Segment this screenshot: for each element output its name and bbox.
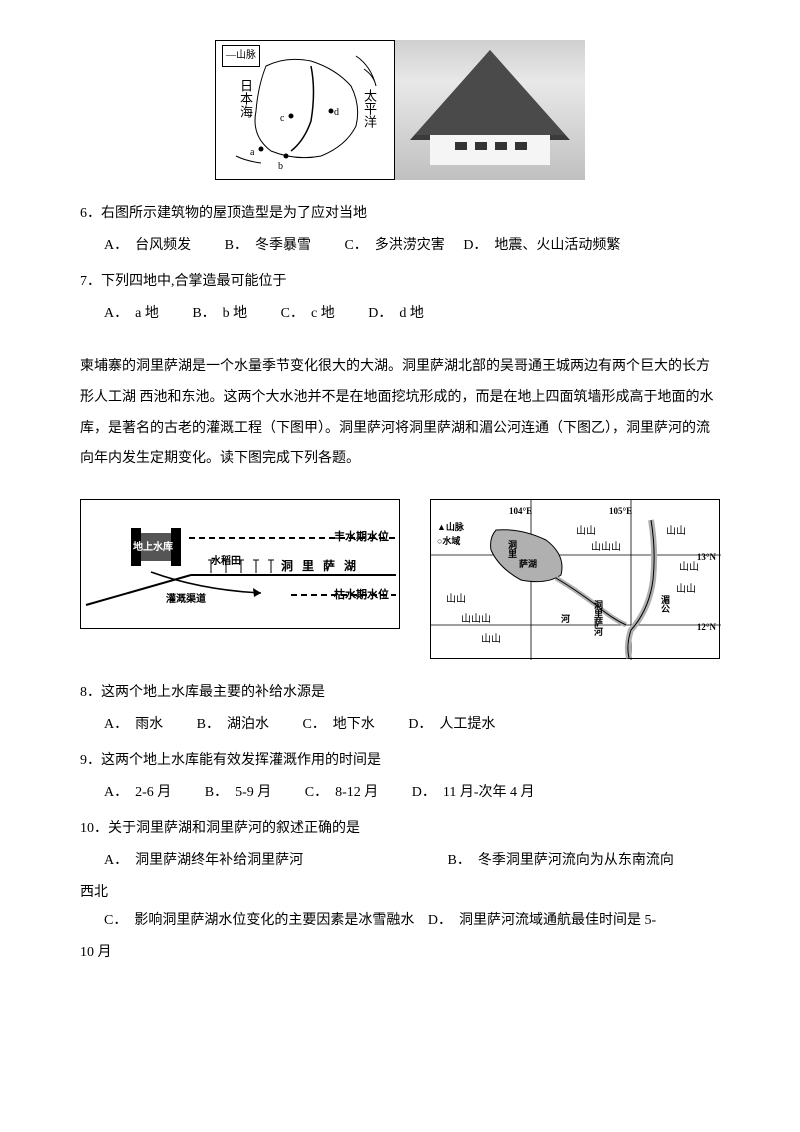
q6-opt-c: C． 多洪涝灾害 (344, 232, 444, 260)
lat-12: 12°N (697, 618, 716, 636)
lat-13: 13°N (697, 548, 716, 566)
q9-opt-b: B． 5-9 月 (205, 779, 272, 807)
label-channel: 灌溉渠道 (166, 590, 206, 610)
passage-text: 柬埔寨的洞里萨湖是一个水量季节变化很大的大湖。洞里萨湖北部的吴哥通王城两边有两个… (80, 352, 720, 475)
label-reservoir: 地上水库 (133, 538, 173, 558)
mtn-3: ⼭⼭ (666, 522, 686, 542)
mtn-4: ⼭⼭ (679, 558, 699, 578)
window-1 (455, 142, 467, 150)
q6-opt-a: A． 台风频发 (104, 232, 191, 260)
q6-opt-d: D． 地震、火山活动频繁 (463, 232, 620, 260)
q10-text: 10．关于洞里萨湖和洞里萨河的叙述正确的是 (80, 815, 720, 843)
question-7: 7．下列四地中,合掌造最可能位于 A． a 地 B． b 地 C． c 地 D．… (80, 268, 720, 328)
q9-text: 9．这两个地上水库能有效发挥灌溉作用的时间是 (80, 747, 720, 775)
sea-left-label: 日本海 (232, 79, 258, 118)
question-10: 10．关于洞里萨湖和洞里萨河的叙述正确的是 A． 洞里萨湖终年补给洞里萨河 B．… (80, 815, 720, 967)
point-b: b (278, 157, 283, 177)
q7-text: 7．下列四地中,合掌造最可能位于 (80, 268, 720, 296)
q6-opt-b: B． 冬季暴雪 (225, 232, 311, 260)
q8-text: 8．这两个地上水库最主要的补给水源是 (80, 679, 720, 707)
mtn-2: ⼭⼭⼭ (591, 538, 621, 558)
roof-texture (415, 50, 565, 135)
question-8: 8．这两个地上水库最主要的补给水源是 A． 雨水 B． 湖泊水 C． 地下水 D… (80, 679, 720, 739)
diagram-reservoir: 地上水库 丰水期水位 枯水期水位 水稻田 洞 里 萨 湖 灌溉渠道 (80, 499, 400, 629)
diagrams-row: 地上水库 丰水期水位 枯水期水位 水稻田 洞 里 萨 湖 灌溉渠道 104°E … (80, 499, 720, 659)
legend-water: ○水域 (437, 532, 460, 550)
q10-d-continue: 10 月 (80, 939, 720, 967)
q10-opt-c: C． 影响洞里萨湖水位变化的主要因素是冰雪融水 (104, 907, 414, 935)
mtn-6: ⼭⼭ (446, 590, 466, 610)
mtn-7: ⼭⼭⼭ (461, 610, 491, 630)
diagram-map: 104°E 105°E 13°N 12°N ▲山脉 ○水域 ⼭⼭ ⼭⼭⼭ ⼭⼭ … (430, 499, 720, 659)
point-d: d (334, 103, 339, 123)
lon-105: 105°E (609, 502, 632, 520)
q10-b-continue: 西北 (80, 879, 720, 907)
point-a: a (250, 143, 254, 163)
q9-opt-d: D． 11 月-次年 4 月 (412, 779, 535, 807)
q7-opt-a: A． a 地 (104, 300, 159, 328)
japan-map: —山脉 日本海 太平洋 a b c d (215, 40, 395, 180)
point-c: c (280, 109, 284, 129)
q6-options: A． 台风频发 B． 冬季暴雪 C． 多洪涝灾害 D． 地震、火山活动频繁 (80, 232, 720, 260)
label-field: 水稻田 (211, 552, 241, 572)
figure-row: —山脉 日本海 太平洋 a b c d (80, 40, 720, 180)
q10-line-ab: A． 洞里萨湖终年补给洞里萨河 B． 冬季洞里萨河流向为从东南流向 (80, 847, 720, 875)
q10-opt-b: B． 冬季洞里萨河流向为从东南流向 (448, 847, 674, 875)
q6-text: 6．右图所示建筑物的屋顶造型是为了应对当地 (80, 200, 720, 228)
q8-opt-c: C． 地下水 (302, 711, 374, 739)
question-6: 6．右图所示建筑物的屋顶造型是为了应对当地 A． 台风频发 B． 冬季暴雪 C．… (80, 200, 720, 260)
q7-opt-c: C． c 地 (281, 300, 335, 328)
mekong-label: 湄公 (656, 595, 674, 613)
lake-label2: 萨湖 (519, 555, 537, 573)
label-low-water: 枯水期水位 (334, 584, 389, 606)
lon-104: 104°E (509, 502, 532, 520)
river-text: 河 (561, 610, 570, 628)
q9-opt-a: A． 2-6 月 (104, 779, 171, 807)
house-base (430, 130, 550, 165)
q9-opt-c: C． 8-12 月 (305, 779, 379, 807)
q9-options: A． 2-6 月 B． 5-9 月 C． 8-12 月 D． 11 月-次年 4… (80, 779, 720, 807)
window-3 (495, 142, 507, 150)
window-2 (475, 142, 487, 150)
house-photo (395, 40, 585, 180)
label-high-water: 丰水期水位 (334, 526, 389, 548)
mtn-8: ⼭⼭ (481, 630, 501, 650)
q8-options: A． 雨水 B． 湖泊水 C． 地下水 D． 人工提水 (80, 711, 720, 739)
river-label: 洞里萨河 (589, 600, 607, 636)
q8-opt-b: B． 湖泊水 (197, 711, 269, 739)
window-4 (515, 142, 527, 150)
q10-opt-d: D． 洞里萨河流域通航最佳时间是 5- (428, 907, 656, 935)
q7-options: A． a 地 B． b 地 C． c 地 D． d 地 (80, 300, 720, 328)
question-9: 9．这两个地上水库能有效发挥灌溉作用的时间是 A． 2-6 月 B． 5-9 月… (80, 747, 720, 807)
q7-opt-b: B． b 地 (192, 300, 247, 328)
q8-opt-d: D． 人工提水 (408, 711, 495, 739)
q10-line-cd: C． 影响洞里萨湖水位变化的主要因素是冰雪融水 D． 洞里萨河流域通航最佳时间是… (80, 907, 720, 935)
mtn-5: ⼭⼭ (676, 580, 696, 600)
sea-right-label: 太平洋 (356, 89, 382, 128)
q8-opt-a: A． 雨水 (104, 711, 163, 739)
q7-opt-d: D． d 地 (368, 300, 424, 328)
label-lake: 洞 里 萨 湖 (281, 554, 359, 578)
q10-opt-a: A． 洞里萨湖终年补给洞里萨河 (104, 847, 444, 875)
